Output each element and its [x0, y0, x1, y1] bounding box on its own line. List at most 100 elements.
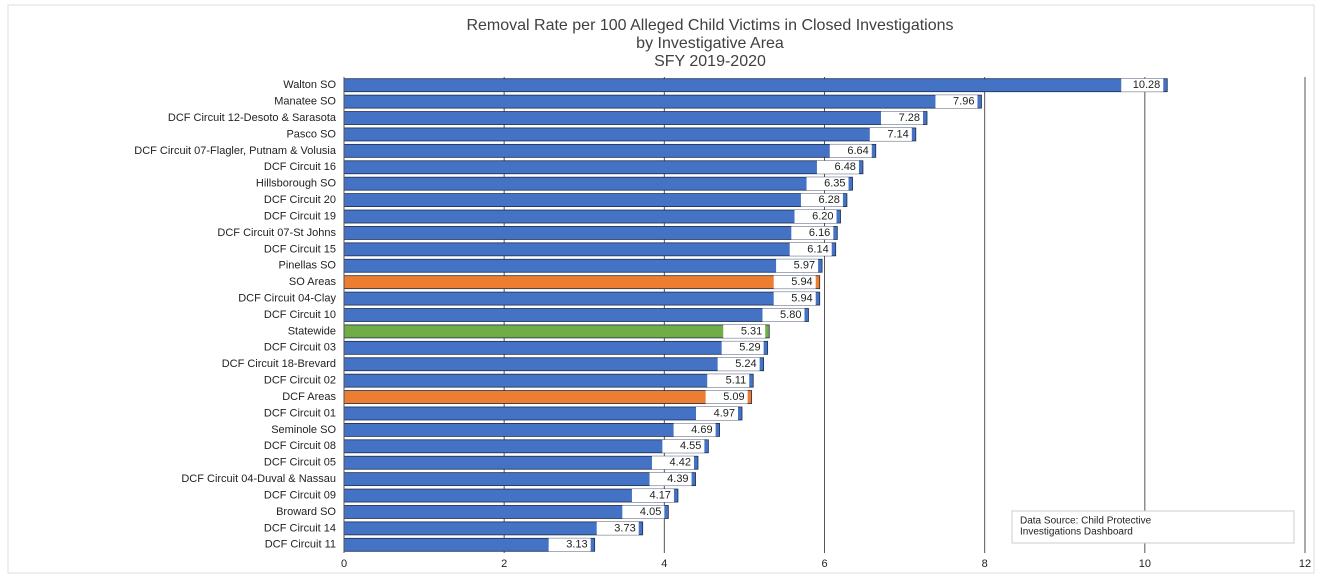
value-label-bg: [649, 472, 692, 486]
value-label: 6.64: [847, 145, 868, 157]
value-label: 4.42: [670, 457, 691, 469]
value-label-bg: [762, 308, 805, 322]
chart-title: by Investigative Area: [636, 35, 784, 52]
value-label: 4.55: [680, 440, 701, 452]
annotation: Investigations Dashboard: [1020, 527, 1133, 538]
value-label-bg: [723, 324, 766, 338]
annotation: Data Source: Child Protective: [1020, 516, 1152, 527]
value-label-bg: [935, 95, 978, 109]
value-label: 5.97: [794, 260, 815, 272]
value-label-bg: [789, 242, 832, 256]
value-label: 10.28: [1133, 79, 1161, 91]
y-tick-label: Broward SO: [276, 506, 336, 518]
bar: [343, 143, 877, 158]
y-tick-label: DCF Circuit 19: [264, 210, 336, 222]
value-label-bg: [548, 538, 591, 552]
chart-title: Removal Rate per 100 Alleged Child Victi…: [466, 17, 953, 34]
value-label: 3.13: [566, 539, 587, 551]
bar: [343, 193, 848, 208]
value-label-bg: [794, 210, 837, 224]
value-label-bg: [631, 489, 674, 503]
y-tick-label: DCF Circuit 16: [264, 161, 336, 173]
bar: [343, 357, 765, 372]
bar: [343, 160, 864, 175]
y-tick-label: DCF Areas: [282, 391, 336, 403]
value-label: 5.29: [739, 342, 760, 354]
y-tick-label: Seminole SO: [271, 424, 336, 436]
bar: [343, 439, 709, 454]
value-label-bg: [881, 111, 924, 125]
value-label: 4.69: [691, 424, 712, 436]
y-tick-label: DCF Circuit 01: [264, 407, 336, 419]
value-label-bg: [717, 357, 760, 371]
value-label: 6.48: [835, 161, 856, 173]
bar: [343, 111, 928, 125]
value-label: 6.14: [807, 243, 828, 255]
y-tick-label: DCF Circuit 02: [264, 375, 336, 387]
y-tick-label: DCF Circuit 08: [264, 440, 336, 452]
y-tick-label: DCF Circuit 04-Duval & Nassau: [181, 473, 336, 485]
x-tick-label: 0: [341, 558, 347, 570]
value-label: 5.09: [723, 391, 744, 403]
bar: [343, 258, 823, 273]
bar: [343, 176, 853, 191]
chart-title: SFY 2019-2020: [654, 53, 766, 70]
value-label-bg: [773, 292, 816, 306]
y-tick-label: Walton SO: [283, 79, 336, 91]
value-label-bg: [869, 127, 912, 141]
value-label-bg: [707, 374, 750, 388]
value-label-bg: [1121, 78, 1164, 92]
value-label: 5.94: [791, 276, 812, 288]
value-label: 6.16: [809, 227, 830, 239]
value-label-bg: [696, 406, 739, 420]
y-tick-label: Pasco SO: [286, 128, 336, 140]
value-label-bg: [622, 505, 665, 519]
value-label-bg: [705, 390, 748, 404]
y-tick-label: DCF Circuit 11: [265, 539, 336, 551]
bar: [343, 373, 754, 388]
value-label-bg: [773, 275, 816, 289]
bar: [343, 390, 753, 404]
y-tick-label: Statewide: [288, 325, 336, 337]
x-tick-label: 12: [1299, 558, 1311, 570]
y-tick-label: DCF Circuit 14: [264, 522, 336, 534]
value-label: 7.14: [887, 128, 908, 140]
bar: [343, 422, 720, 437]
bar: [343, 275, 821, 290]
value-label: 6.20: [812, 210, 833, 222]
bar: [343, 340, 769, 355]
value-label: 4.05: [640, 506, 661, 518]
x-tick-label: 10: [1139, 558, 1151, 570]
y-tick-label: DCF Circuit 15: [264, 243, 336, 255]
x-tick-label: 6: [821, 558, 827, 570]
value-label-bg: [673, 423, 716, 437]
value-label: 5.94: [791, 292, 812, 304]
value-label: 6.28: [819, 194, 840, 206]
y-tick-label: DCF Circuit 03: [264, 342, 336, 354]
annotation-box: [1011, 510, 1295, 544]
y-tick-label: DCF Circuit 05: [264, 457, 336, 469]
bar: [343, 472, 696, 487]
value-label: 4.39: [667, 473, 688, 485]
value-label-bg: [776, 259, 819, 273]
value-label: 4.97: [714, 407, 735, 419]
bar: [343, 308, 809, 322]
y-tick-label: DCF Circuit 20: [264, 194, 336, 206]
bar: [343, 127, 917, 142]
bar: [343, 406, 743, 421]
value-label: 5.24: [735, 358, 756, 370]
x-tick-label: 8: [982, 558, 988, 570]
value-label-bg: [806, 177, 849, 191]
value-label: 7.96: [953, 96, 974, 108]
bar: [343, 324, 770, 339]
bar: [343, 94, 982, 109]
x-tick-label: 2: [501, 558, 507, 570]
y-tick-label: DCF Circuit 04-Clay: [238, 292, 336, 304]
y-tick-label: DCF Circuit 09: [264, 489, 336, 501]
value-label-bg: [662, 439, 705, 453]
value-label: 7.28: [899, 112, 920, 124]
value-label-bg: [829, 144, 872, 158]
value-label-bg: [800, 193, 843, 207]
bar: [343, 226, 838, 240]
